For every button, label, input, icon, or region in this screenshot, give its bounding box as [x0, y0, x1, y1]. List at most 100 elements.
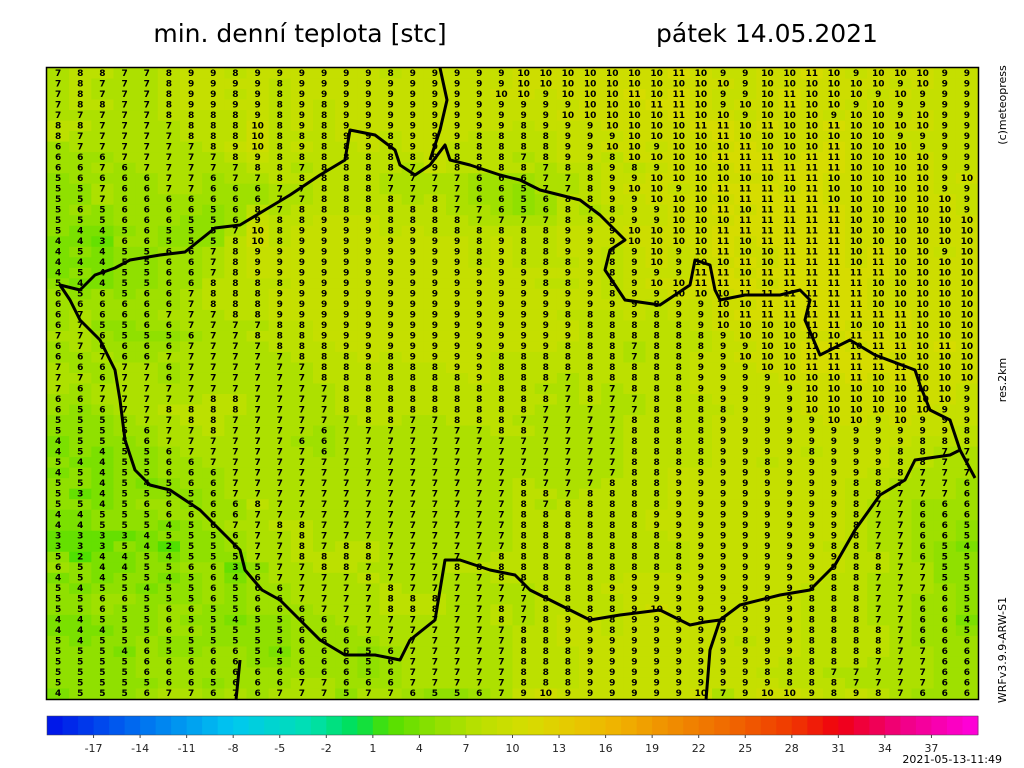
cell-value: 10 [584, 79, 597, 89]
cell-value: 7 [121, 363, 127, 373]
cell [69, 351, 92, 364]
cell-value: 7 [897, 542, 903, 552]
cell-value: 6 [144, 647, 150, 657]
cell [955, 204, 979, 216]
cell [556, 330, 580, 343]
cell [822, 99, 846, 111]
cell-value: 9 [720, 679, 726, 689]
cell [202, 320, 225, 332]
cell [623, 288, 647, 300]
cell [933, 141, 957, 153]
cell [401, 351, 425, 364]
cell-value: 5 [55, 227, 61, 237]
cell-value: 8 [587, 584, 593, 594]
cell-value: 8 [831, 605, 837, 615]
cell-value: 7 [277, 447, 283, 457]
cell [689, 309, 713, 321]
cell [246, 351, 270, 364]
cell-value: 6 [55, 153, 61, 163]
cell-value: 10 [761, 363, 774, 373]
cell [446, 278, 469, 290]
cell-value: 10 [961, 258, 974, 268]
cell-value: 7 [543, 447, 549, 457]
cell-value: 8 [853, 658, 859, 668]
cell [556, 131, 580, 143]
cell-value: 7 [410, 184, 416, 194]
cell-value: 11 [805, 248, 818, 258]
cell [113, 299, 137, 311]
cell-value: 10 [916, 248, 929, 258]
cell-value: 6 [299, 626, 305, 636]
cell-value: 7 [476, 626, 482, 636]
cell-value: 6 [232, 500, 238, 510]
cell-value: 10 [961, 174, 974, 184]
cell-value: 9 [897, 100, 903, 110]
cell-value: 5 [77, 574, 83, 584]
cell [778, 299, 802, 311]
cell [778, 89, 802, 101]
cell-value: 9 [831, 510, 837, 520]
cell [845, 78, 868, 90]
cell-value: 7 [299, 195, 305, 205]
cell-value: 7 [410, 647, 416, 657]
cell-value: 9 [653, 163, 659, 173]
cell-value: 8 [653, 489, 659, 499]
cell [446, 215, 469, 227]
cell-value: 10 [805, 79, 818, 89]
cell [468, 99, 491, 111]
cell-value: 11 [872, 342, 885, 352]
cell-value: 9 [698, 574, 704, 584]
cell-value: 6 [99, 311, 105, 321]
cell-value: 9 [299, 237, 305, 247]
cell-value: 6 [144, 658, 150, 668]
cell [91, 330, 115, 343]
cell [712, 278, 735, 290]
cell [313, 110, 336, 122]
cell [113, 183, 137, 195]
cell-value: 7 [299, 489, 305, 499]
cell [712, 215, 735, 227]
cell-value: 9 [809, 458, 815, 468]
cell-value: 9 [454, 300, 460, 310]
cell-value: 7 [232, 384, 238, 394]
cell-value: 9 [232, 79, 238, 89]
cell [556, 257, 580, 269]
cell-value: 9 [742, 563, 748, 573]
cell-value: 11 [783, 216, 796, 226]
cell [180, 215, 203, 227]
cell-value: 7 [365, 489, 371, 499]
cell-value: 5 [121, 616, 127, 626]
cell-value: 7 [432, 679, 438, 689]
cell-value: 9 [653, 521, 659, 531]
cell-value: 7 [410, 542, 416, 552]
cell-value: 5 [77, 416, 83, 426]
cell [689, 246, 713, 258]
cell [601, 288, 624, 300]
cell-value: 7 [166, 426, 172, 436]
cell-value: 8 [432, 395, 438, 405]
cell [135, 110, 159, 122]
cell-value: 7 [365, 500, 371, 510]
cell-value: 5 [77, 447, 83, 457]
cell [689, 225, 713, 237]
cell-value: 8 [498, 384, 504, 394]
cell [734, 152, 757, 164]
cell-value: 3 [77, 489, 83, 499]
cell-value: 7 [321, 510, 327, 520]
cell-value: 8 [520, 668, 526, 678]
cell-value: 3 [77, 542, 83, 552]
cell-value: 9 [875, 447, 881, 457]
cell-value: 7 [387, 510, 393, 520]
cell-value: 9 [720, 668, 726, 678]
cell-value: 9 [764, 489, 770, 499]
cell-value: 6 [166, 668, 172, 678]
cell-value: 5 [55, 458, 61, 468]
cell [534, 152, 558, 164]
cell-value: 5 [121, 290, 127, 300]
cell [423, 351, 447, 364]
cell-value: 9 [565, 100, 571, 110]
cell-value: 7 [121, 142, 127, 152]
cell-value: 9 [520, 342, 526, 352]
cell-value: 6 [77, 163, 83, 173]
cell-value: 9 [831, 531, 837, 541]
